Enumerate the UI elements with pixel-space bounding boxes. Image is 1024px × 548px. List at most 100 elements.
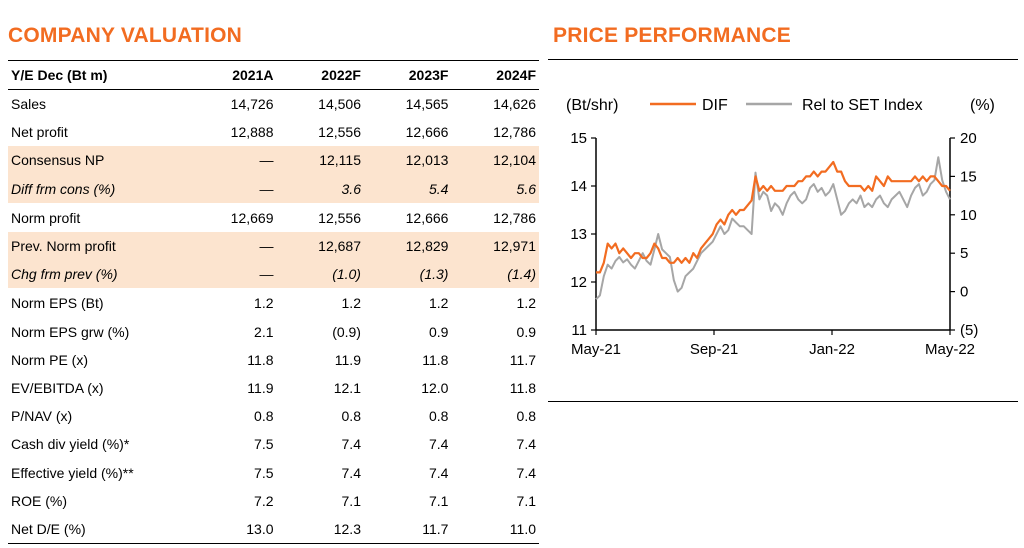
row-value: 12,115 — [276, 146, 364, 175]
table-row: Net D/E (%) 13.0 12.3 11.7 11.0 — [8, 514, 539, 544]
table-row: Net profit 12,888 12,556 12,666 12,786 — [8, 118, 539, 146]
row-value: 7.2 — [254, 492, 274, 509]
table-row: Norm profit 12,669 12,556 12,666 12,786 — [8, 202, 539, 232]
x-tick-label: May-21 — [571, 341, 621, 358]
series-line-dif — [596, 160, 951, 274]
row-value: 12,669 — [189, 202, 277, 232]
table-row: Prev. Norm profit —12,687 12,829 12,971 — [8, 231, 539, 261]
row-value: 7.5 — [254, 464, 274, 481]
table-header-row: Y/E Dec (Bt m) 2021A 2022F 2023F 2024F — [8, 60, 539, 90]
left-tick-label: 15 — [570, 130, 587, 147]
chart-top-rule — [548, 59, 1018, 60]
row-value: 12,556 — [318, 124, 361, 141]
price-performance-title: PRICE PERFORMANCE — [553, 24, 791, 47]
row-value: 12,888 — [230, 124, 274, 141]
table-row: Cash div yield (%)* 7.5 7.4 7.4 7.4 — [8, 430, 539, 458]
table-row: Norm EPS grw (%) 2.1 (0.9) 0.9 0.9 — [8, 318, 539, 346]
row-value: 7.4 — [341, 436, 361, 453]
row-value: — — [189, 231, 277, 261]
header-2024f: 2024F — [451, 60, 539, 90]
x-tick-label: May-22 — [925, 341, 975, 358]
row-value: 11.8 — [422, 351, 449, 368]
chart-bottom-rule — [548, 401, 1018, 402]
x-tick-label: Sep-21 — [690, 341, 738, 358]
row-value: 12,666 — [363, 202, 452, 232]
row-value: 11.0 — [451, 514, 539, 544]
row-value: 7.5 — [254, 436, 274, 453]
row-value: — — [189, 260, 277, 289]
row-label: Chg frm prev (%) — [8, 260, 190, 289]
row-value: 0.9 — [429, 323, 449, 340]
row-value: 11.7 — [363, 514, 452, 544]
row-value: 12,829 — [363, 231, 452, 261]
row-value: 14,626 — [493, 96, 536, 113]
header-2022f: 2022F — [276, 60, 364, 90]
row-value: 12,786 — [493, 124, 536, 141]
x-tick-label: Jan-22 — [809, 341, 855, 358]
legend-label-dif: DIF — [702, 97, 728, 114]
row-value: 12.3 — [276, 514, 364, 544]
row-label: Net profit — [11, 124, 68, 141]
row-label: EV/EBITDA (x) — [11, 379, 104, 396]
row-value: 1.2 — [189, 288, 277, 318]
row-value: 12,687 — [276, 231, 364, 261]
table-row: Consensus NP —12,115 12,013 12,104 — [8, 146, 539, 175]
row-label: Norm PE (x) — [11, 351, 88, 368]
row-value: 12,556 — [276, 202, 364, 232]
company-valuation-title: COMPANY VALUATION — [8, 24, 243, 47]
chart-lines — [595, 156, 951, 301]
row-label: Norm EPS (Bt) — [8, 288, 190, 318]
table-row: Norm PE (x) 11.8 11.9 11.8 11.7 — [8, 346, 539, 374]
row-value: — — [189, 146, 277, 175]
row-value: 7.1 — [341, 492, 361, 509]
table-row: Sales 14,726 14,506 14,565 14,626 — [8, 90, 539, 119]
row-value: 0.8 — [254, 408, 274, 425]
right-axis-unit: (%) — [970, 97, 995, 114]
table-row: EV/EBITDA (x) 11.9 12.1 12.0 11.8 — [8, 374, 539, 402]
table-row: P/NAV (x) 0.8 0.8 0.8 0.8 — [8, 402, 539, 430]
row-value: 12,104 — [451, 146, 539, 175]
row-value: 0.8 — [429, 408, 449, 425]
table-row: Chg frm prev (%) — (1.0) (1.3) (1.4) — [8, 260, 539, 289]
row-value: 14,565 — [405, 96, 449, 113]
table-row: Norm EPS (Bt) 1.2 1.2 1.2 1.2 — [8, 288, 539, 318]
row-value: 11.9 — [334, 351, 361, 368]
row-value: (1.3) — [363, 260, 452, 289]
row-value: (1.4) — [451, 260, 539, 289]
chart-legend: (Bt/shr) DIF Rel to SET Index (%) — [566, 97, 995, 114]
right-tick-label: 5 — [960, 245, 968, 262]
row-label: Consensus NP — [8, 146, 190, 175]
table-row: Diff frm cons (%) —3.6 5.4 5.6 — [8, 174, 539, 204]
left-axis-unit: (Bt/shr) — [566, 97, 618, 114]
row-value: 12,971 — [451, 231, 539, 261]
row-value: 5.6 — [451, 174, 539, 204]
row-label: P/NAV (x) — [11, 408, 73, 425]
row-value: 1.2 — [276, 288, 364, 318]
row-value: 12.0 — [421, 379, 449, 396]
table-row: Effective yield (%)** 7.5 7.4 7.4 7.4 — [8, 458, 539, 486]
left-tick-label: 11 — [571, 322, 587, 339]
row-value: 11.8 — [247, 351, 274, 368]
legend-label-rel-set: Rel to SET Index — [802, 97, 923, 114]
header-2023f: 2023F — [363, 60, 452, 90]
right-tick-label: 10 — [960, 207, 977, 224]
row-value: 11.7 — [509, 351, 536, 368]
row-value: 11.9 — [247, 379, 274, 396]
row-value: 0.8 — [516, 408, 536, 425]
left-tick-label: 13 — [570, 226, 587, 243]
row-value: 5.4 — [363, 174, 452, 204]
row-value: 12,013 — [363, 146, 452, 175]
series-line-rel-set — [595, 156, 951, 301]
row-label: Diff frm cons (%) — [8, 174, 190, 204]
row-value: 0.9 — [516, 323, 536, 340]
row-label: Norm profit — [8, 202, 190, 232]
row-value: 14,726 — [230, 96, 274, 113]
row-value: 7.4 — [429, 464, 449, 481]
right-tick-label: (5) — [960, 322, 978, 339]
row-label: Sales — [11, 96, 47, 113]
row-value: 12,786 — [451, 202, 539, 232]
row-value: 7.4 — [429, 436, 449, 453]
right-tick-label: 0 — [960, 284, 968, 301]
row-value: 7.4 — [341, 464, 361, 481]
row-value: (1.0) — [276, 260, 364, 289]
